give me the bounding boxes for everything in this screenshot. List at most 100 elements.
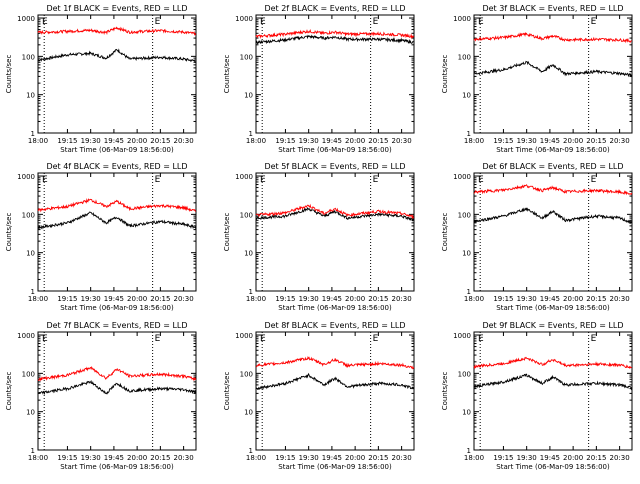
y-tick-label: 1000 [453, 332, 471, 340]
x-tick-label: 20:15 [368, 454, 388, 462]
x-tick-label: 18:00 [464, 295, 484, 303]
event-marker-label: E [42, 17, 48, 27]
y-tick-label: 100 [22, 211, 35, 219]
event-marker-label: E [478, 334, 484, 344]
x-axis-label: Start Time (06-Mar-09 18:56:00) [60, 146, 174, 154]
lld-series-line [473, 31, 633, 44]
y-tick-label: 1 [31, 130, 35, 138]
x-tick-label: 20:30 [392, 454, 412, 462]
lld-series-line [255, 29, 415, 40]
y-tick-label: 10 [244, 409, 253, 417]
x-tick-label: 20:15 [586, 454, 606, 462]
x-tick-label: 19:15 [57, 454, 77, 462]
x-tick-label: 20:30 [610, 137, 630, 145]
y-tick-label: 1000 [235, 173, 253, 181]
x-tick-label: 19:30 [299, 137, 319, 145]
x-tick-label: 20:00 [563, 137, 583, 145]
x-tick-label: 18:00 [464, 454, 484, 462]
event-marker-label: E [260, 175, 266, 185]
y-tick-label: 1 [31, 447, 35, 455]
x-tick-label: 20:15 [150, 137, 170, 145]
x-tick-label: 20:30 [392, 137, 412, 145]
x-tick-label: 20:30 [610, 454, 630, 462]
x-tick-label: 20:00 [345, 295, 365, 303]
chart-title: Det 2f BLACK = Events, RED = LLD [264, 4, 405, 13]
y-tick-label: 10 [244, 250, 253, 258]
x-tick-label: 20:15 [150, 454, 170, 462]
y-tick-label: 10 [462, 409, 471, 417]
event-marker-label: E [373, 17, 379, 27]
x-axis-label: Start Time (06-Mar-09 18:56:00) [278, 146, 392, 154]
y-tick-label: 10 [26, 409, 35, 417]
y-tick-label: 1000 [453, 173, 471, 181]
y-tick-label: 100 [240, 211, 253, 219]
x-tick-label: 19:15 [493, 295, 513, 303]
x-tick-label: 20:30 [610, 295, 630, 303]
lld-series-line [37, 26, 197, 36]
x-tick-label: 18:00 [28, 454, 48, 462]
events-series-line [37, 48, 196, 63]
x-tick-label: 19:15 [493, 454, 513, 462]
event-marker-label: E [42, 334, 48, 344]
event-marker-label: E [155, 334, 161, 344]
y-tick-label: 10 [244, 92, 253, 100]
lld-series-line [37, 365, 197, 382]
plot-frame [37, 331, 197, 451]
x-tick-label: 18:00 [246, 454, 266, 462]
x-tick-label: 19:15 [493, 137, 513, 145]
y-tick-label: 10 [26, 92, 35, 100]
x-tick-label: 19:30 [81, 137, 101, 145]
x-tick-label: 19:45 [322, 454, 342, 462]
plot-frame [37, 14, 197, 134]
y-tick-label: 1000 [453, 15, 471, 23]
chart-title: Det 7f BLACK = Events, RED = LLD [46, 321, 187, 330]
x-tick-label: 20:00 [345, 137, 365, 145]
y-tick-label: 1000 [17, 15, 35, 23]
y-tick-label: 1 [467, 130, 471, 138]
events-series-line [37, 211, 197, 231]
chart-title: Det 1f BLACK = Events, RED = LLD [46, 4, 187, 13]
event-marker-label: E [591, 334, 597, 344]
lld-series-line [37, 198, 197, 213]
event-marker-label: E [591, 17, 597, 27]
x-tick-label: 20:00 [563, 295, 583, 303]
plot-frame [473, 331, 633, 451]
events-series-line [473, 373, 633, 391]
events-series-line [255, 34, 414, 45]
event-marker-label: E [478, 175, 484, 185]
x-tick-label: 19:45 [104, 295, 124, 303]
x-tick-label: 20:15 [368, 137, 388, 145]
x-tick-label: 19:45 [540, 454, 560, 462]
y-tick-label: 100 [22, 370, 35, 378]
y-axis-label: Counts/sec [441, 213, 449, 252]
event-marker-label: E [478, 17, 484, 27]
event-marker-label: E [155, 17, 161, 27]
y-tick-label: 100 [458, 370, 471, 378]
x-axis-label: Start Time (06-Mar-09 18:56:00) [496, 304, 610, 312]
chart-title: Det 8f BLACK = Events, RED = LLD [264, 321, 405, 330]
x-tick-label: 19:15 [275, 295, 295, 303]
x-tick-label: 19:45 [540, 137, 560, 145]
y-tick-label: 10 [462, 92, 471, 100]
x-tick-label: 20:30 [174, 137, 194, 145]
x-tick-label: 20:00 [127, 137, 147, 145]
events-series-line [473, 207, 633, 225]
x-tick-label: 18:00 [28, 295, 48, 303]
x-tick-label: 19:30 [81, 454, 101, 462]
x-axis-label: Start Time (06-Mar-09 18:56:00) [278, 463, 392, 471]
y-tick-label: 1000 [17, 332, 35, 340]
x-tick-label: 19:15 [57, 295, 77, 303]
plot-frame [473, 172, 633, 292]
x-tick-label: 19:45 [104, 137, 124, 145]
event-marker-label: E [260, 17, 266, 27]
x-tick-label: 19:45 [322, 137, 342, 145]
y-tick-label: 1000 [235, 15, 253, 23]
x-tick-label: 19:30 [517, 137, 537, 145]
y-tick-label: 10 [26, 250, 35, 258]
chart-title: Det 5f BLACK = Events, RED = LLD [264, 162, 405, 171]
y-axis-label: Counts/sec [223, 55, 231, 94]
